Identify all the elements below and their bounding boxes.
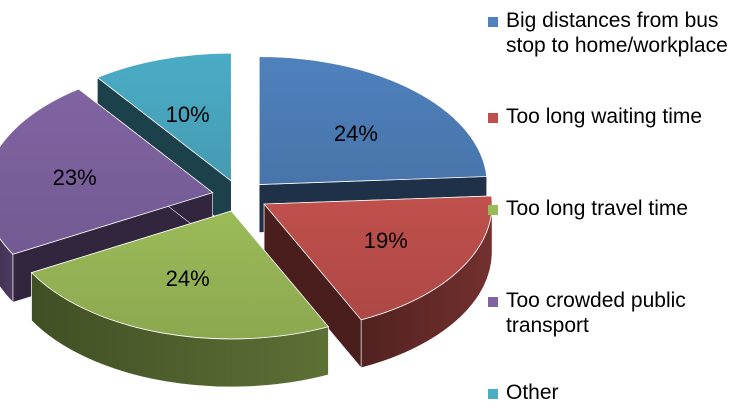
legend-label: Too long travel time (506, 197, 689, 220)
legend-swatch (488, 17, 498, 27)
slice-side (0, 238, 14, 303)
legend-swatch (488, 297, 498, 307)
legend-swatch (488, 205, 498, 215)
pie-slice-waiting-time (263, 195, 493, 369)
data-label-crowded-transport: 23% (53, 165, 97, 190)
legend-label: Too long waiting time (506, 105, 703, 128)
legend-label: Too crowded public transport (506, 289, 686, 337)
pie-slice-travel-time (30, 210, 330, 388)
legend-label: Big distances from bus stop to home/work… (506, 9, 728, 57)
data-label-big-distances: 24% (334, 121, 378, 146)
slice-top (0, 88, 214, 255)
slice-top (258, 56, 488, 185)
data-label-waiting-time: 19% (364, 228, 408, 253)
slice-top (96, 52, 232, 182)
legend-swatch (488, 113, 498, 123)
data-label-travel-time: 24% (166, 266, 210, 291)
legend-swatch (488, 389, 498, 399)
data-label-other: 10% (166, 102, 210, 127)
slice-top (30, 210, 330, 340)
legend-label: Other (506, 381, 559, 404)
